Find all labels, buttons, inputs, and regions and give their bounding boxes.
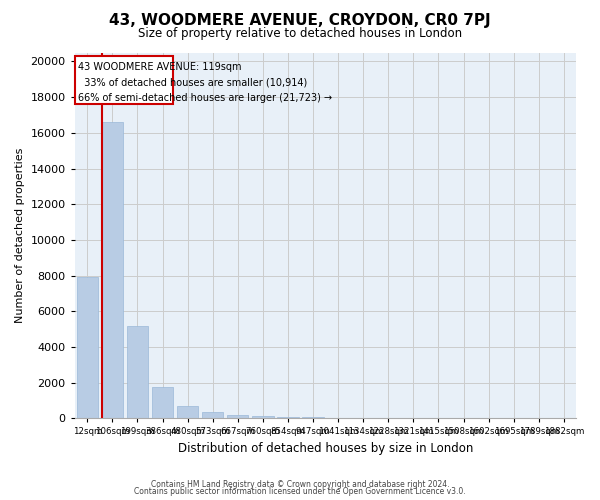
X-axis label: Distribution of detached houses by size in London: Distribution of detached houses by size … — [178, 442, 473, 455]
Y-axis label: Number of detached properties: Number of detached properties — [15, 148, 25, 323]
Bar — [152, 387, 173, 418]
Text: Contains HM Land Registry data © Crown copyright and database right 2024.: Contains HM Land Registry data © Crown c… — [151, 480, 449, 489]
FancyBboxPatch shape — [75, 56, 173, 104]
Bar — [127, 326, 148, 418]
Text: Contains public sector information licensed under the Open Government Licence v3: Contains public sector information licen… — [134, 488, 466, 496]
Bar — [202, 412, 223, 418]
Bar — [77, 278, 98, 418]
Bar — [101, 122, 123, 418]
Text: 33% of detached houses are smaller (10,914): 33% of detached houses are smaller (10,9… — [78, 78, 307, 88]
Text: 43, WOODMERE AVENUE, CROYDON, CR0 7PJ: 43, WOODMERE AVENUE, CROYDON, CR0 7PJ — [109, 12, 491, 28]
Text: 43 WOODMERE AVENUE: 119sqm: 43 WOODMERE AVENUE: 119sqm — [78, 62, 242, 72]
Bar — [177, 406, 198, 418]
Text: 66% of semi-detached houses are larger (21,723) →: 66% of semi-detached houses are larger (… — [78, 92, 332, 102]
Text: Size of property relative to detached houses in London: Size of property relative to detached ho… — [138, 28, 462, 40]
Bar — [227, 415, 248, 418]
Bar — [252, 416, 274, 418]
Bar — [277, 417, 299, 418]
